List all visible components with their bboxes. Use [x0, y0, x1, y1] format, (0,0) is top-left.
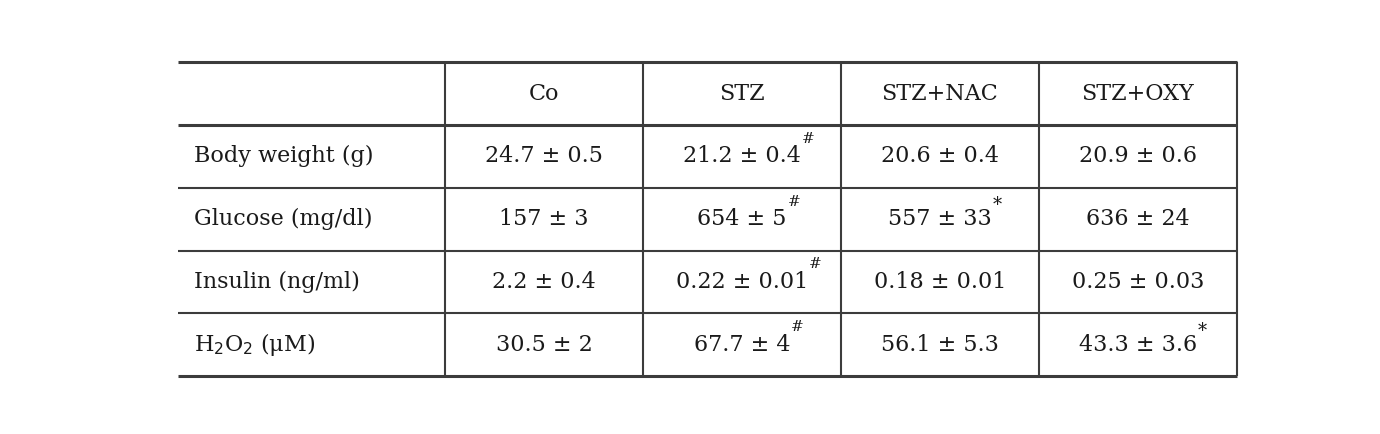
Text: #: #	[788, 194, 800, 209]
Text: 0.18 ± 0.01: 0.18 ± 0.01	[874, 271, 1006, 293]
Text: STZ: STZ	[719, 82, 765, 105]
Text: Insulin (ng/ml): Insulin (ng/ml)	[193, 271, 360, 293]
Text: *: *	[1198, 322, 1208, 340]
Text: 43.3 ± 3.6: 43.3 ± 3.6	[1079, 334, 1196, 356]
Text: 157 ± 3: 157 ± 3	[500, 208, 589, 230]
Text: 557 ± 33: 557 ± 33	[887, 208, 992, 230]
Text: *: *	[992, 196, 1002, 214]
Text: 20.9 ± 0.6: 20.9 ± 0.6	[1079, 145, 1196, 168]
Text: 67.7 ± 4: 67.7 ± 4	[694, 334, 791, 356]
Text: Glucose (mg/dl): Glucose (mg/dl)	[193, 208, 373, 230]
Text: 636 ± 24: 636 ± 24	[1086, 208, 1190, 230]
Text: Body weight (g): Body weight (g)	[193, 145, 374, 168]
Text: 0.22 ± 0.01: 0.22 ± 0.01	[676, 271, 809, 293]
Text: 654 ± 5: 654 ± 5	[697, 208, 787, 230]
Text: Co: Co	[529, 82, 559, 105]
Text: STZ+OXY: STZ+OXY	[1082, 82, 1194, 105]
Text: #: #	[791, 320, 805, 334]
Text: 20.6 ± 0.4: 20.6 ± 0.4	[880, 145, 999, 168]
Text: 2.2 ± 0.4: 2.2 ± 0.4	[493, 271, 596, 293]
Text: 30.5 ± 2: 30.5 ± 2	[495, 334, 592, 356]
Text: 0.25 ± 0.03: 0.25 ± 0.03	[1071, 271, 1203, 293]
Text: H$_2$O$_2$ (μM): H$_2$O$_2$ (μM)	[193, 331, 315, 358]
Text: #: #	[809, 257, 822, 271]
Text: #: #	[802, 132, 814, 146]
Text: 21.2 ± 0.4: 21.2 ± 0.4	[683, 145, 800, 168]
Text: 24.7 ± 0.5: 24.7 ± 0.5	[484, 145, 603, 168]
Text: 56.1 ± 5.3: 56.1 ± 5.3	[880, 334, 999, 356]
Text: STZ+NAC: STZ+NAC	[882, 82, 998, 105]
